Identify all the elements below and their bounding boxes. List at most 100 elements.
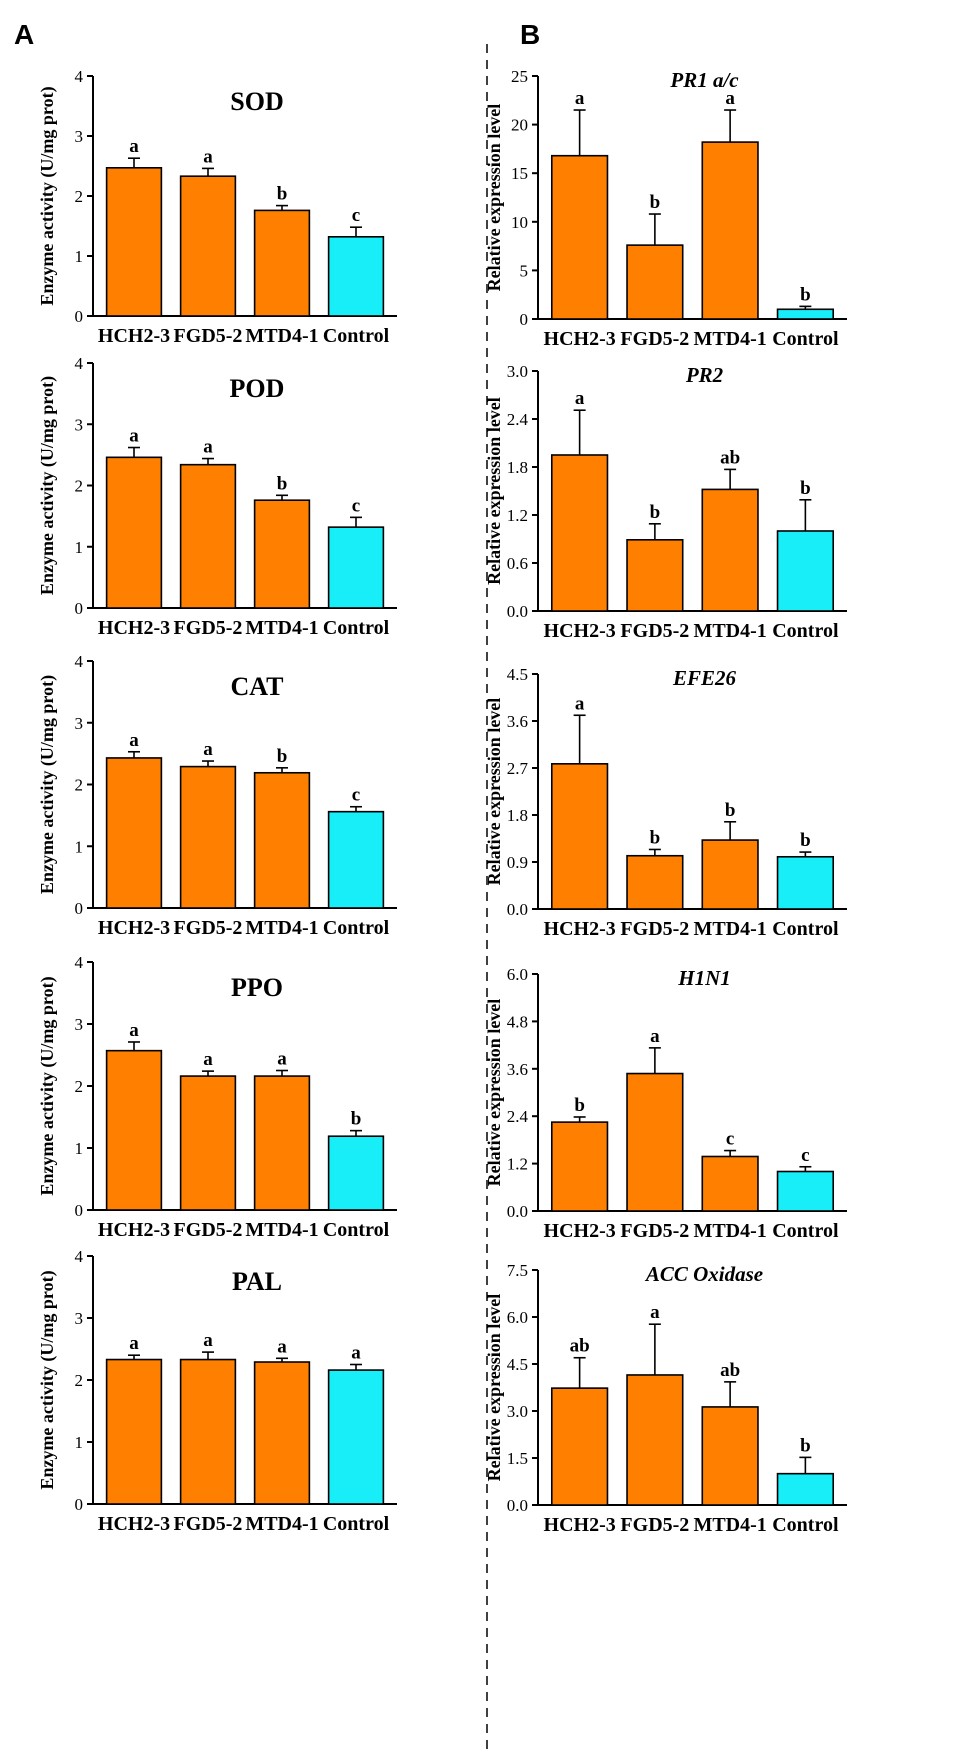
y-tick-label: 5	[520, 261, 529, 280]
category-label: HCH2-3	[98, 325, 170, 347]
bar	[701, 1406, 759, 1506]
significance-letter: b	[351, 1109, 362, 1130]
significance-letter: b	[650, 192, 661, 213]
y-tick-label: 0.0	[507, 900, 528, 919]
category-label: HCH2-3	[544, 620, 616, 642]
y-tick-label: 2	[75, 776, 84, 795]
y-axis-label: Enzyme activity (U/mg prot)	[37, 976, 58, 1195]
y-axis-label: Relative expression level	[484, 104, 504, 292]
category-label: FGD5-2	[620, 620, 689, 642]
y-tick-label: 2	[75, 1077, 84, 1096]
charts-container: 0 1 2 3 4 Enzyme activity (U/mg prot) SOD a HCH2…	[37, 67, 847, 1536]
bar	[701, 141, 759, 320]
significance-letter: a	[351, 1343, 361, 1364]
y-tick-label: 0	[75, 1495, 84, 1514]
chart-ppo: 0 1 2 3 4 Enzyme activity (U/mg prot) PPO a HCH2…	[37, 953, 397, 1241]
chart-title: POD	[230, 374, 285, 403]
bar	[253, 499, 311, 609]
category-label: HCH2-3	[98, 617, 170, 639]
y-tick-label: 0	[75, 307, 84, 326]
significance-letter: c	[726, 1129, 734, 1150]
y-tick-label: 4	[75, 1247, 84, 1266]
bar	[550, 1387, 609, 1506]
category-label: FGD5-2	[620, 1514, 689, 1536]
category-label: MTD4-1	[245, 1219, 318, 1241]
significance-letter: a	[277, 1336, 287, 1357]
y-tick-label: 3	[75, 714, 84, 733]
category-label: Control	[772, 1514, 839, 1536]
chart-pod: 0 1 2 3 4 Enzyme activity (U/mg prot) POD a HCH2…	[37, 354, 397, 639]
y-tick-label: 1.8	[507, 806, 528, 825]
significance-letter: a	[129, 1333, 139, 1354]
bar	[626, 854, 684, 910]
significance-letter: ab	[720, 1360, 740, 1381]
bar	[776, 1472, 835, 1506]
y-axis-label: Enzyme activity (U/mg prot)	[37, 675, 58, 894]
y-tick-label: 0	[75, 599, 84, 618]
category-label: Control	[323, 325, 390, 347]
significance-letter: a	[203, 1049, 213, 1070]
chart-title: H1N1	[677, 966, 731, 990]
significance-letter: b	[277, 184, 288, 205]
chart-title: CAT	[231, 672, 284, 701]
significance-letter: b	[800, 284, 811, 305]
category-label: FGD5-2	[174, 917, 243, 939]
y-tick-label: 2	[75, 187, 84, 206]
y-tick-label: 0.0	[507, 602, 528, 621]
category-label: MTD4-1	[693, 620, 766, 642]
category-label: HCH2-3	[544, 918, 616, 940]
category-label: HCH2-3	[544, 1220, 616, 1242]
y-tick-label: 2	[75, 477, 84, 496]
bar	[327, 1135, 385, 1211]
y-tick-label: 1.8	[507, 458, 528, 477]
significance-letter: c	[352, 495, 360, 516]
y-tick-label: 1.2	[507, 1155, 528, 1174]
category-label: MTD4-1	[693, 1514, 766, 1536]
significance-letter: a	[277, 1049, 287, 1070]
y-tick-label: 2	[75, 1371, 84, 1390]
significance-letter: b	[800, 830, 811, 851]
significance-letter: c	[352, 205, 360, 226]
chart-title: ACC Oxidase	[644, 1262, 763, 1286]
significance-letter: b	[277, 746, 288, 767]
significance-letter: a	[129, 136, 139, 157]
category-label: FGD5-2	[620, 918, 689, 940]
category-label: FGD5-2	[174, 1513, 243, 1535]
y-tick-label: 0.0	[507, 1202, 528, 1221]
y-tick-label: 3	[75, 415, 84, 434]
chart-sod: 0 1 2 3 4 Enzyme activity (U/mg prot) SOD a HCH2…	[37, 67, 397, 347]
bar	[550, 454, 609, 612]
bar	[776, 530, 835, 612]
category-label: FGD5-2	[174, 617, 243, 639]
y-axis-label: Relative expression level	[484, 1294, 504, 1482]
category-label: MTD4-1	[693, 918, 766, 940]
category-label: Control	[772, 328, 839, 350]
chart-cat: 0 1 2 3 4 Enzyme activity (U/mg prot) CAT a HCH2…	[37, 652, 397, 939]
y-tick-label: 4.5	[507, 665, 528, 684]
y-tick-label: 7.5	[507, 1261, 528, 1280]
y-tick-label: 10	[511, 213, 528, 232]
y-tick-label: 4	[75, 67, 84, 86]
bar	[105, 167, 163, 317]
category-label: FGD5-2	[174, 1219, 243, 1241]
category-label: MTD4-1	[245, 325, 318, 347]
significance-letter: a	[575, 693, 585, 714]
significance-letter: a	[575, 388, 585, 409]
y-tick-label: 1.2	[507, 506, 528, 525]
significance-letter: a	[650, 1302, 660, 1323]
y-tick-label: 3.0	[507, 1402, 528, 1421]
significance-letter: b	[725, 800, 736, 821]
significance-letter: a	[575, 88, 585, 109]
y-tick-label: 3	[75, 1015, 84, 1034]
significance-letter: a	[725, 88, 735, 109]
significance-letter: a	[129, 1020, 139, 1041]
category-label: MTD4-1	[693, 328, 766, 350]
bar	[626, 244, 684, 320]
category-label: MTD4-1	[693, 1220, 766, 1242]
y-tick-label: 0.9	[507, 853, 528, 872]
bar	[105, 757, 163, 909]
panel-letter-a: A	[14, 19, 34, 50]
y-tick-label: 25	[511, 67, 528, 86]
chart-title: PPO	[231, 973, 283, 1002]
